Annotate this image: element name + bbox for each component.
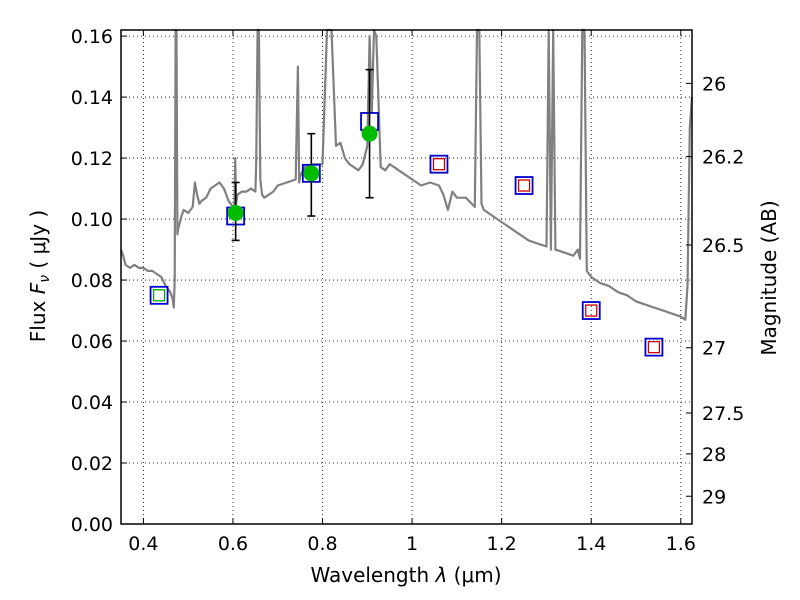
x-tick-label: 0.8 <box>307 533 337 555</box>
y-tick-label: 0.06 <box>71 331 113 353</box>
right-axis-label: Magnitude (AB) <box>757 200 781 355</box>
model-flux-square <box>149 285 169 305</box>
photometry-markers <box>149 68 664 357</box>
x-tick-label: 1 <box>406 533 418 555</box>
right-tick-label: 26 <box>702 73 726 95</box>
axis-ticks: 0.4 0.6 0.8 1 1.2 1.4 1.6 0.00 0.02 0.04 0.06 0.08 0… <box>71 26 745 555</box>
right-tick-label: 27.5 <box>702 403 744 425</box>
model-flux-square <box>429 154 449 174</box>
observed-flux-point <box>361 125 378 142</box>
model-flux-square <box>644 337 664 357</box>
y-tick-label: 0.12 <box>71 148 113 170</box>
filter-flux-square <box>647 340 661 354</box>
filter-flux-square <box>152 289 166 302</box>
y-tick-label: 0.00 <box>71 514 113 536</box>
x-tick-label: 1.2 <box>487 533 517 555</box>
x-tick-label: 1.4 <box>576 533 606 555</box>
spectrum-line <box>119 28 694 321</box>
model-flux-square <box>514 176 534 195</box>
right-tick-label: 26.2 <box>702 147 744 169</box>
filter-flux-square <box>517 179 531 192</box>
y-tick-label: 0.04 <box>71 392 113 414</box>
y-tick-label: 0.10 <box>71 209 113 231</box>
right-tick-label: 27 <box>702 338 726 360</box>
filter-flux-square <box>432 158 446 171</box>
right-tick-label: 28 <box>702 444 726 466</box>
plot-frame <box>120 29 693 525</box>
filter-flux-square <box>585 304 598 317</box>
right-tick-label: 26.5 <box>702 235 744 257</box>
model-flux-square <box>581 301 601 320</box>
x-tick-label: 0.6 <box>218 533 248 555</box>
y-axis-label: Flux Fν ( μJy ) <box>26 210 53 342</box>
model-spectrum <box>119 28 694 321</box>
right-tick-label: 29 <box>702 486 726 508</box>
y-tick-label: 0.14 <box>71 87 113 109</box>
x-tick-label: 0.4 <box>128 533 158 555</box>
y-tick-label: 0.16 <box>71 26 113 48</box>
y-tick-label: 0.08 <box>71 270 113 292</box>
y-tick-label: 0.02 <box>71 453 113 475</box>
grid <box>121 30 692 525</box>
x-tick-label: 1.6 <box>666 533 696 555</box>
x-axis-label: Wavelength λ (μm) <box>310 563 501 587</box>
observed-flux-point <box>303 165 320 182</box>
observed-flux-point <box>227 204 244 221</box>
